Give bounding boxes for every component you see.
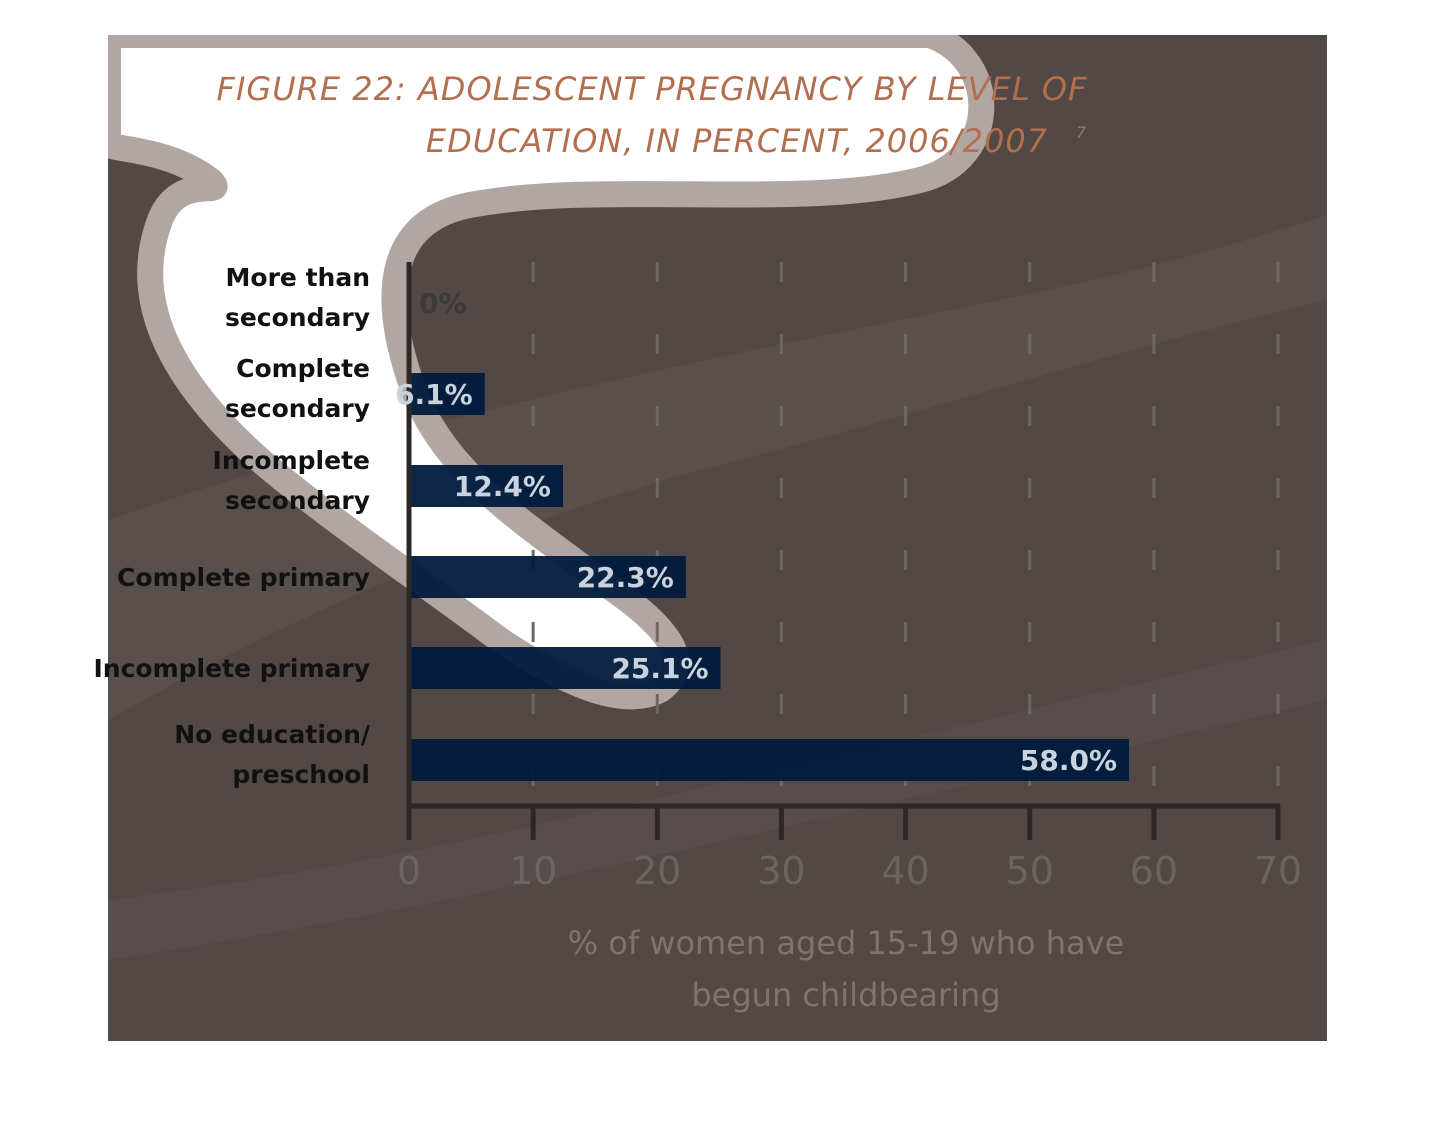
category-label: preschool (232, 760, 370, 789)
x-axis-title-line1: % of women aged 15-19 who have (568, 924, 1125, 962)
bar (409, 373, 485, 415)
bars (409, 373, 1130, 781)
x-tick-label: 60 (1130, 849, 1178, 893)
grid-lines (531, 262, 1280, 806)
x-tick-label: 40 (881, 849, 929, 893)
category-label: Incomplete (213, 446, 370, 475)
bar (409, 556, 686, 598)
category-label: Incomplete primary (93, 654, 370, 683)
bar-value-label: 0% (419, 287, 467, 320)
category-label: Complete (236, 354, 370, 383)
bar (409, 465, 563, 507)
chart-title-line2: EDUCATION, IN PERCENT, 2006/2007 (426, 122, 1048, 160)
category-label: Complete primary (117, 563, 370, 592)
category-label: No education/ (174, 720, 371, 749)
x-axis-title-line2: begun childbearing (691, 976, 1000, 1014)
bar-value-label: 12.4% (454, 470, 551, 503)
x-tick-label: 70 (1254, 849, 1302, 893)
labels: 0 10 20 30 40 50 60 70 0% More than secondary 6.1% C… (93, 263, 1302, 893)
bar-value-label: 6.1% (395, 378, 473, 411)
bar-value-label: 25.1% (611, 652, 708, 685)
x-tick-label: 50 (1006, 849, 1054, 893)
x-tick-label: 20 (633, 849, 681, 893)
bar (409, 739, 1130, 781)
chart-title-line1: FIGURE 22: ADOLESCENT PREGNANCY BY LEVEL… (217, 70, 1088, 108)
bar-value-label: 58.0% (1020, 744, 1117, 777)
category-label: secondary (225, 394, 370, 423)
bar (409, 647, 721, 689)
x-tick-label: 10 (509, 849, 557, 893)
bar-value-label: 22.3% (577, 561, 674, 594)
category-label: More than (226, 263, 370, 292)
x-tick-label: 0 (397, 849, 421, 893)
x-tick-label: 30 (757, 849, 805, 893)
chart-title-footnote: 7 (1076, 123, 1087, 142)
decorative-swirl (108, 35, 1327, 960)
axes (406, 262, 1281, 840)
category-label: secondary (225, 303, 370, 332)
category-label: secondary (225, 486, 370, 515)
